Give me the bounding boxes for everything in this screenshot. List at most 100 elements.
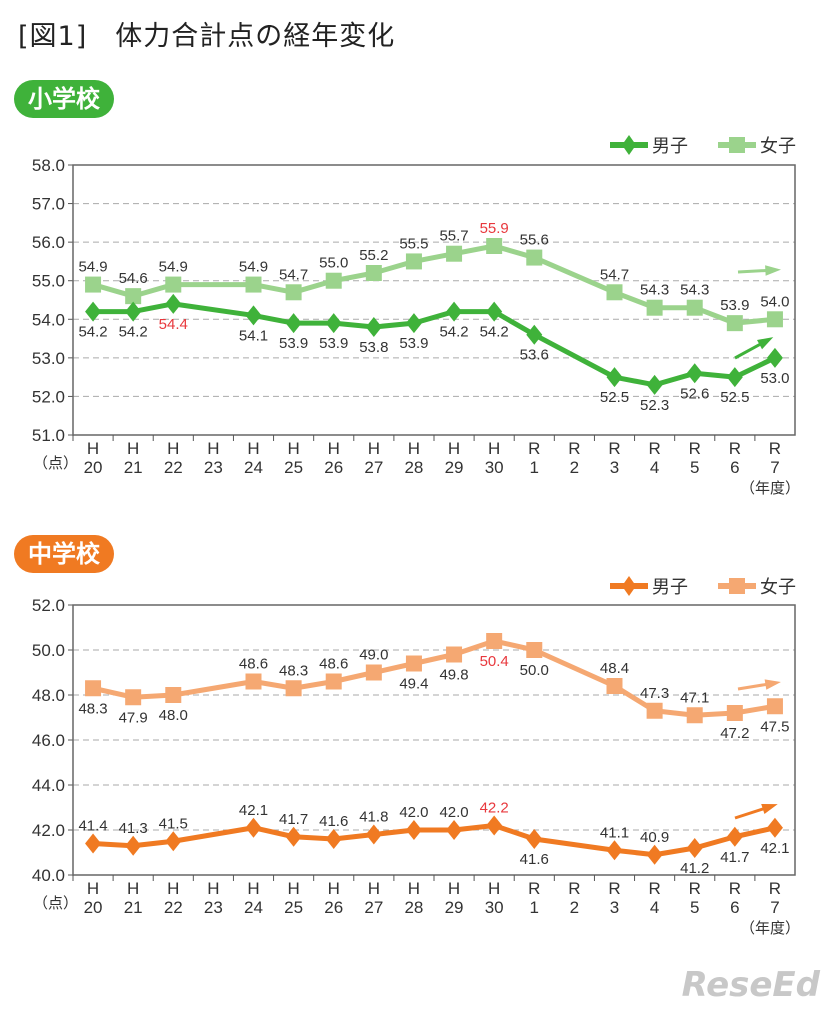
- data-label: 41.8: [359, 809, 388, 826]
- x-tick-label-year: 5: [690, 898, 699, 917]
- x-tick-label-era: H: [408, 879, 420, 898]
- data-point-diamond: [726, 826, 743, 847]
- y-tick-label: 55.0: [32, 272, 65, 291]
- x-tick-label-era: R: [568, 879, 580, 898]
- x-tick-label-era: H: [408, 439, 420, 458]
- data-point-square: [125, 689, 142, 706]
- data-point-square: [766, 698, 783, 715]
- x-tick-label-era: H: [167, 439, 179, 458]
- x-tick-label-era: H: [127, 879, 139, 898]
- data-point-square: [526, 642, 543, 658]
- data-label: 54.7: [279, 266, 308, 283]
- data-point-diamond: [325, 313, 342, 334]
- data-label: 48.6: [319, 656, 348, 673]
- x-tick-label-era: H: [328, 879, 340, 898]
- y-tick-label: 40.0: [32, 866, 65, 885]
- data-point-diamond: [125, 301, 142, 322]
- x-tick-label-year: 24: [244, 898, 263, 917]
- x-tick-label-year: 26: [324, 458, 343, 477]
- data-point-diamond: [405, 313, 422, 334]
- x-tick-label-era: H: [368, 879, 380, 898]
- data-label: 41.5: [159, 815, 188, 832]
- data-label: 41.6: [319, 813, 348, 830]
- data-point-square: [245, 276, 262, 293]
- data-label: 54.9: [159, 259, 188, 276]
- data-point-square: [486, 238, 503, 254]
- y-tick-label: 57.0: [32, 195, 65, 214]
- legend-label: 女子: [760, 136, 796, 156]
- x-tick-label-era: R: [568, 439, 580, 458]
- data-point-square: [686, 299, 703, 316]
- data-label: 42.2: [480, 800, 509, 817]
- data-label: 41.1: [600, 824, 629, 841]
- x-tick-label-year: 21: [124, 458, 143, 477]
- data-label: 48.3: [279, 662, 308, 679]
- data-label: 55.0: [319, 255, 348, 272]
- data-point-square: [165, 687, 182, 703]
- data-label: 47.1: [680, 689, 709, 706]
- legend-square-icon: [729, 578, 745, 594]
- x-tick-label-era: R: [648, 439, 660, 458]
- x-tick-label-year: 20: [84, 898, 103, 917]
- data-point-square: [365, 664, 382, 681]
- x-tick-label-year: 23: [204, 458, 223, 477]
- data-label: 48.6: [239, 656, 268, 673]
- data-label: 41.4: [78, 818, 107, 835]
- x-tick-label-year: 1: [530, 898, 539, 917]
- data-label: 49.8: [439, 667, 468, 684]
- data-point-square: [726, 315, 743, 332]
- y-tick-label: 51.0: [32, 426, 65, 445]
- data-label: 41.7: [720, 849, 749, 866]
- x-tick-label-year: 22: [164, 458, 183, 477]
- figure-title: [図1] 体力合計点の経年変化: [18, 21, 396, 52]
- x-tick-label-era: H: [287, 439, 299, 458]
- y-tick-label: 54.0: [32, 310, 65, 329]
- data-point-square: [325, 272, 342, 289]
- x-tick-label-year: 21: [124, 898, 143, 917]
- data-label: 53.6: [520, 347, 549, 364]
- data-point-square: [245, 673, 262, 690]
- data-label: 41.7: [279, 811, 308, 828]
- series-line-girls: [92, 243, 776, 326]
- data-point-square: [486, 633, 503, 649]
- data-label: 48.0: [159, 707, 188, 724]
- data-point-diamond: [325, 829, 342, 849]
- x-tick-label-era: H: [488, 879, 500, 898]
- data-label: 54.3: [680, 282, 709, 299]
- data-label: 53.9: [720, 297, 749, 314]
- series-line-girls: [92, 638, 776, 718]
- y-tick-label: 56.0: [32, 233, 65, 252]
- x-tick-label-year: 27: [364, 458, 383, 477]
- x-tick-label-era: H: [328, 439, 340, 458]
- data-point-diamond: [365, 824, 382, 845]
- data-label: 52.3: [640, 397, 669, 414]
- x-tick-label-year: 30: [485, 458, 504, 477]
- data-point-diamond: [686, 838, 703, 858]
- x-tick-label-year: 2: [570, 458, 579, 477]
- data-label: 55.5: [399, 235, 428, 252]
- x-axis-unit: （年度）: [740, 920, 800, 937]
- watermark-logo: ReseEd: [681, 965, 820, 1005]
- data-point-diamond: [646, 374, 663, 395]
- data-point-square: [85, 276, 102, 293]
- data-point-diamond: [165, 293, 182, 314]
- x-tick-label-era: H: [207, 879, 219, 898]
- data-label: 50.4: [480, 653, 509, 670]
- x-tick-label-year: 3: [610, 898, 619, 917]
- junior-high-badge: 中学校: [14, 535, 114, 573]
- data-label: 53.9: [399, 335, 428, 352]
- y-axis-unit: （点）: [33, 455, 78, 472]
- x-tick-label-year: 7: [770, 898, 779, 917]
- data-point-diamond: [245, 305, 262, 326]
- legend-square-icon: [729, 137, 745, 153]
- data-label: 52.6: [680, 385, 709, 402]
- x-tick-label-era: R: [528, 439, 540, 458]
- data-label: 54.3: [640, 282, 669, 299]
- data-point-square: [686, 707, 703, 724]
- x-tick-label-year: 4: [650, 898, 659, 917]
- data-label: 55.2: [359, 247, 388, 264]
- x-tick-label-year: 7: [770, 458, 779, 477]
- data-point-square: [446, 245, 463, 262]
- y-tick-label: 44.0: [32, 776, 65, 795]
- trend-arrow-head-icon: [765, 265, 781, 276]
